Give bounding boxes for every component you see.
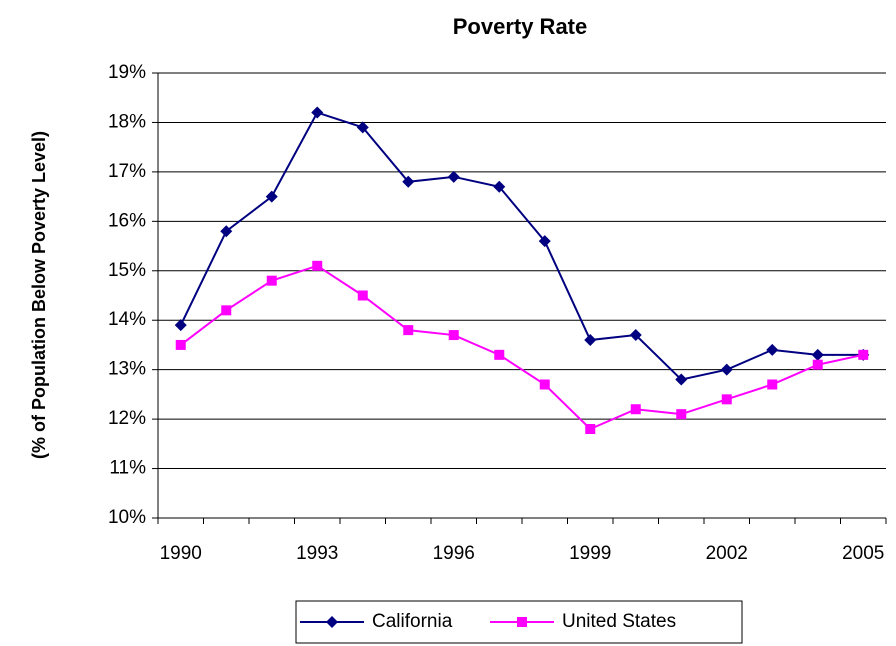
data-point — [221, 305, 232, 316]
data-point — [494, 349, 505, 360]
y-tick-label: 10% — [108, 507, 146, 528]
data-point — [539, 379, 550, 390]
data-point — [720, 363, 733, 376]
data-point — [629, 329, 642, 342]
y-tick-label: 14% — [108, 309, 146, 330]
y-axis-label: (% of Population Below Poverty Level) — [29, 131, 49, 459]
data-point — [403, 325, 414, 336]
data-point — [220, 225, 233, 238]
y-tick-label: 11% — [109, 458, 146, 479]
data-point — [357, 290, 368, 301]
y-tick-label: 19% — [108, 62, 146, 83]
data-point — [311, 106, 324, 119]
data-point — [585, 424, 596, 434]
series-line — [179, 111, 864, 381]
legend-marker — [326, 616, 338, 628]
data-point — [175, 339, 186, 350]
data-point — [630, 404, 641, 415]
data-point — [811, 348, 824, 361]
data-point — [721, 394, 732, 405]
legend-marker — [517, 617, 527, 627]
legend-label: California — [372, 611, 453, 632]
y-tick-label: 18% — [108, 111, 146, 132]
y-tick-label: 15% — [108, 260, 146, 281]
data-point — [767, 379, 778, 390]
x-tick-label: 1990 — [160, 543, 202, 564]
data-point — [675, 373, 688, 386]
y-tick-label: 12% — [108, 408, 146, 429]
data-point — [356, 121, 369, 134]
data-point — [584, 334, 597, 346]
x-tick-label: 1993 — [296, 543, 338, 564]
data-point — [265, 190, 278, 203]
data-point — [447, 170, 460, 183]
y-tick-label: 17% — [108, 161, 146, 182]
legend-label: United States — [562, 611, 676, 632]
data-point — [312, 260, 323, 271]
data-point — [858, 349, 869, 360]
data-point — [174, 319, 187, 332]
x-tick-label: 1996 — [433, 543, 475, 564]
series-line — [180, 264, 864, 431]
data-point — [766, 343, 779, 356]
data-point — [402, 175, 415, 188]
y-tick-label: 13% — [108, 359, 146, 380]
y-tick-label: 16% — [108, 210, 146, 231]
data-point — [493, 180, 506, 193]
x-tick-label: 1999 — [569, 543, 611, 564]
data-point — [538, 235, 551, 248]
data-point — [448, 330, 459, 341]
chart-title: Poverty Rate — [453, 14, 588, 39]
data-point — [812, 359, 823, 370]
x-tick-label: 2002 — [706, 543, 748, 564]
x-tick-label: 2005 — [842, 543, 884, 564]
data-point — [676, 409, 687, 420]
data-point — [266, 275, 277, 286]
